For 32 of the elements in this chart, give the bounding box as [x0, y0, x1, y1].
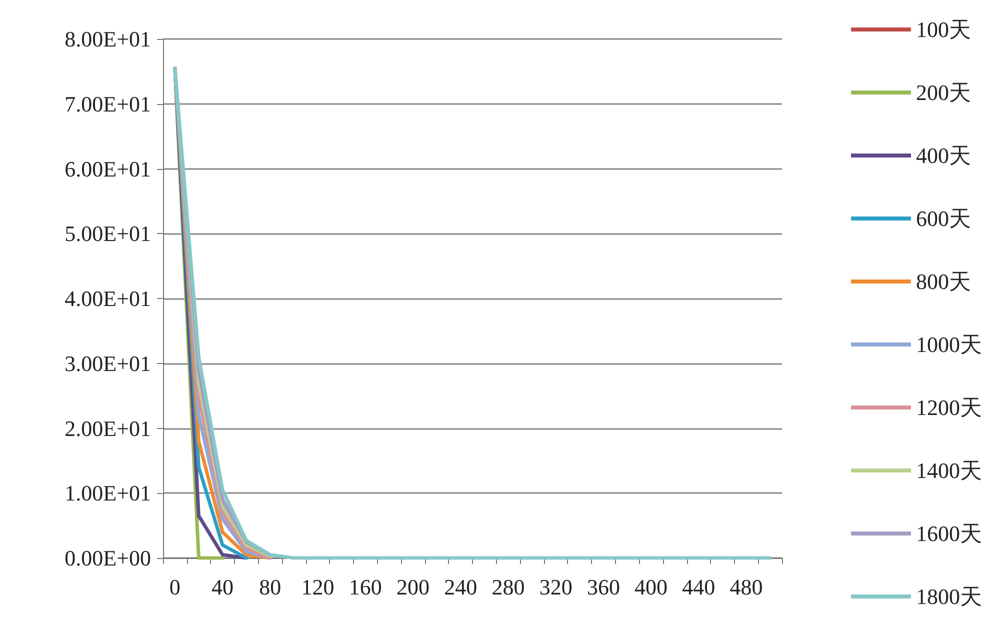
x-tick-label: 80 [259, 574, 282, 600]
legend-label: 400天 [916, 143, 971, 168]
x-tick-label: 120 [301, 574, 334, 600]
x-tick-label: 360 [586, 574, 620, 600]
legend-label: 1600天 [916, 521, 982, 546]
y-tick-label: 0.00E+00 [64, 546, 151, 570]
y-tick-label: 3.00E+01 [64, 350, 151, 376]
x-tick-label: 240 [444, 574, 478, 600]
y-tick-label: 4.00E+01 [64, 286, 151, 311]
y-tick-label: 6.00E+01 [64, 156, 151, 182]
y-tick-label: 7.00E+01 [64, 91, 151, 116]
x-tick-label: 320 [539, 574, 572, 600]
y-tick-label: 2.00E+01 [64, 416, 151, 441]
x-tick-label: 400 [634, 574, 668, 600]
x-tick-label: 280 [492, 574, 525, 600]
legend-label: 1400天 [916, 458, 982, 483]
x-tick-label: 200 [396, 574, 430, 600]
x-tick-label: 160 [348, 574, 382, 600]
x-tick-label: 40 [212, 574, 234, 600]
x-tick-label: 0 [169, 574, 180, 600]
legend-label: 800天 [916, 269, 971, 294]
y-tick-label: 8.00E+01 [64, 26, 151, 52]
legend-label: 200天 [916, 80, 971, 105]
legend-label: 100天 [916, 17, 971, 42]
x-tick-label: 440 [682, 574, 716, 600]
legend-label: 1000天 [916, 332, 982, 357]
x-tick-label: 480 [730, 574, 763, 600]
y-tick-label: 1.00E+01 [64, 480, 151, 506]
y-tick-label: 5.00E+01 [64, 221, 151, 246]
legend-label: 1200天 [916, 395, 982, 420]
legend-label: 1800天 [916, 584, 982, 609]
legend-label: 600天 [916, 206, 971, 231]
